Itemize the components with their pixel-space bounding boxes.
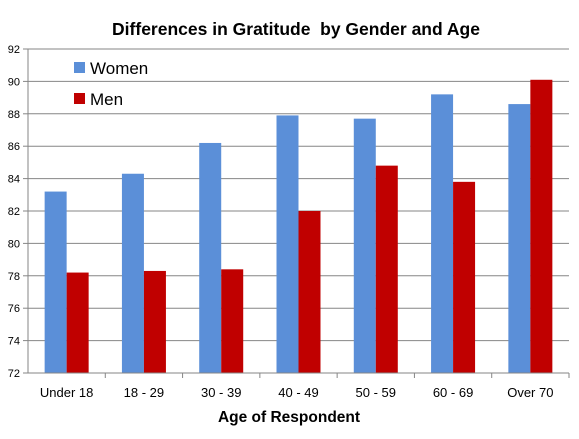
bar-women	[508, 104, 531, 373]
y-tick-label: 90	[8, 76, 20, 88]
bar-women	[199, 142, 222, 373]
y-tick-label: 84	[8, 174, 20, 186]
legend-swatch-men	[74, 93, 85, 104]
bar-women	[276, 115, 299, 374]
x-tick-label: 60 - 69	[433, 385, 473, 400]
bar-men	[298, 211, 321, 373]
legend: Women Men	[74, 59, 148, 109]
x-tick-label: Over 70	[507, 385, 553, 400]
bar-men	[221, 269, 244, 373]
x-axis-ticks: Under 18 18 - 29 30 - 39 40 - 49 50 - 59 60 -…	[40, 373, 570, 400]
bar-men	[143, 270, 166, 373]
bar-men	[66, 272, 89, 373]
y-tick-label: 72	[8, 368, 20, 380]
y-tick-label: 92	[8, 44, 20, 56]
bar-women	[121, 173, 144, 373]
chart-title: Differences in Gratitude by Gender and A…	[112, 19, 480, 39]
x-tick-label: Under 18	[40, 385, 93, 400]
legend-swatch-women	[74, 62, 85, 73]
x-axis-label: Age of Respondent	[218, 409, 360, 426]
x-tick-label: 50 - 59	[356, 385, 396, 400]
bar-women	[44, 191, 67, 373]
bars	[44, 79, 553, 374]
y-tick-label: 74	[8, 336, 20, 348]
bar-women	[353, 118, 376, 373]
y-tick-label: 86	[8, 141, 20, 153]
x-tick-label: 18 - 29	[124, 385, 164, 400]
bar-men	[375, 165, 398, 373]
x-tick-label: 40 - 49	[278, 385, 318, 400]
x-tick-label: 30 - 39	[201, 385, 241, 400]
legend-label-women: Women	[90, 59, 148, 78]
y-tick-label: 78	[8, 271, 20, 283]
y-tick-label: 80	[8, 238, 20, 250]
y-axis-ticks: 72 74 76 78 80 82 84 86 88 90 92	[8, 44, 28, 380]
legend-label-men: Men	[90, 90, 123, 109]
bar-men	[453, 181, 476, 373]
y-tick-label: 88	[8, 109, 20, 121]
bar-men	[530, 79, 553, 373]
y-tick-label: 76	[8, 303, 20, 315]
y-tick-label: 82	[8, 206, 20, 218]
bar-women	[431, 94, 454, 374]
